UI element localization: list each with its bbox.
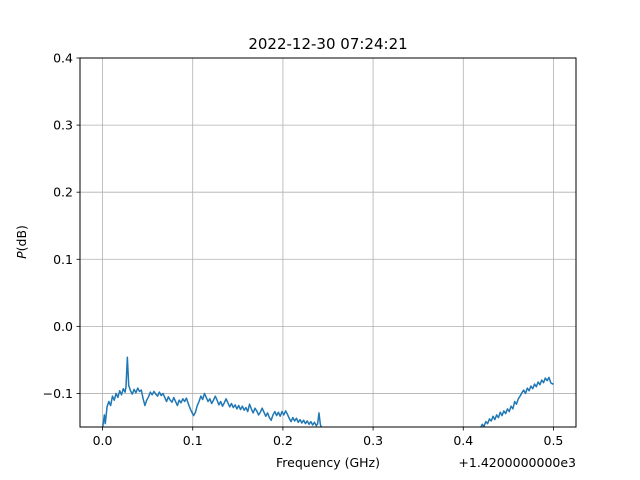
series-line-segment — [480, 376, 554, 427]
y-tick-label: 0.3 — [53, 118, 73, 133]
x-axis-label: Frequency (GHz) — [276, 455, 380, 470]
plot-frame — [79, 57, 577, 428]
y-axis-label-unit: (dB) — [14, 225, 29, 251]
y-tick-label: 0.4 — [53, 51, 73, 66]
x-tick-label: 0.0 — [93, 433, 113, 448]
y-tick-label: 0.1 — [53, 252, 73, 267]
ticks: 0.0 0.1 0.2 0.3 0.4 0.5 −0.1 0.0 0.1 0.2 0.3 0.4 — [43, 51, 564, 449]
x-tick-label: 0.3 — [363, 433, 383, 448]
x-offset-label: +1.4200000000e3 — [458, 455, 576, 470]
x-tick-label: 0.2 — [273, 433, 293, 448]
series-line-segment — [101, 356, 323, 427]
x-tick-label: 0.5 — [544, 433, 564, 448]
y-tick-label: −0.1 — [43, 386, 73, 401]
y-tick-label: 0.2 — [53, 185, 73, 200]
x-tick-label: 0.4 — [453, 433, 473, 448]
x-tick-label: 0.1 — [183, 433, 203, 448]
chart-title: 2022-12-30 07:24:21 — [248, 35, 407, 53]
series-layer — [101, 356, 554, 427]
y-tick-label: 0.0 — [53, 319, 73, 334]
y-axis-label: P(dB) — [14, 225, 29, 259]
y-axis-label-symbol: P — [14, 251, 29, 259]
